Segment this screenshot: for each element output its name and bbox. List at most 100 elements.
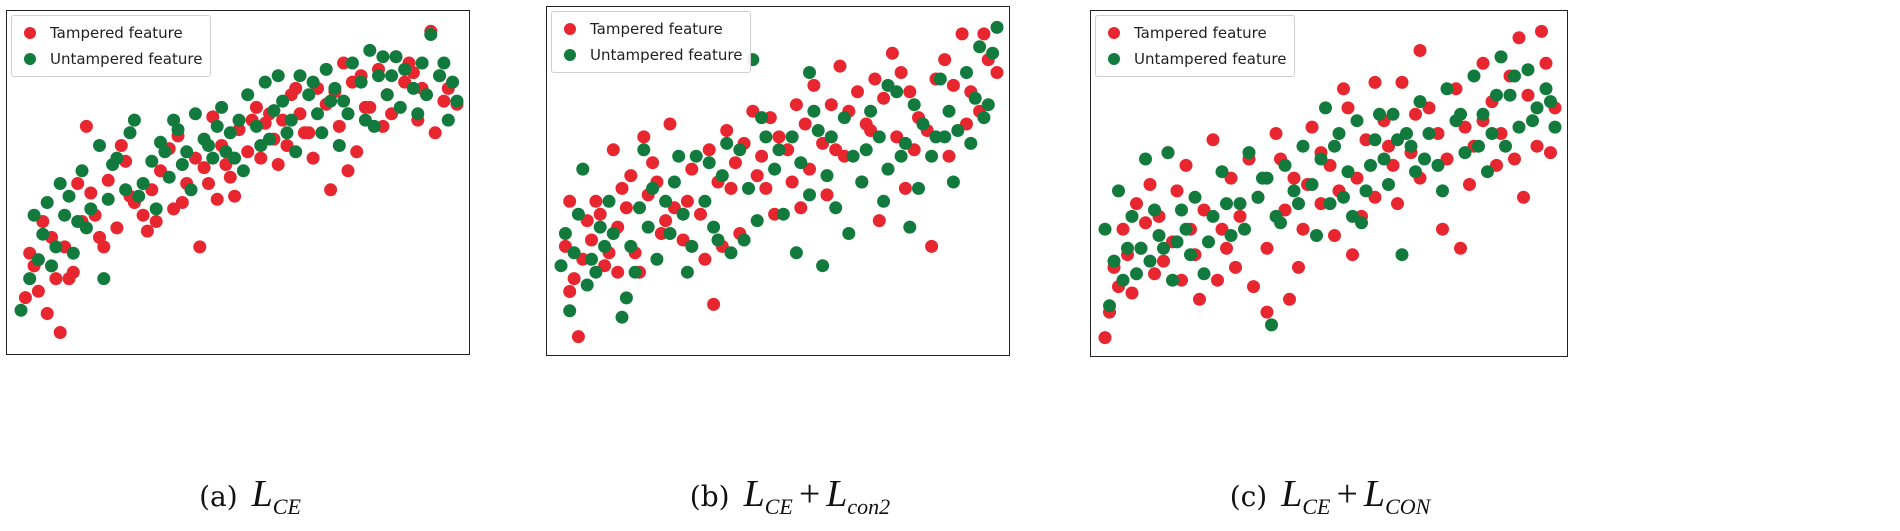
untampered-point-58 xyxy=(1530,101,1544,115)
untampered-point-84 xyxy=(1409,165,1422,179)
untampered-point-52 xyxy=(1476,107,1490,121)
untampered-point-44 xyxy=(898,136,912,150)
tampered-point-35 xyxy=(1323,158,1337,172)
untampered-point-70 xyxy=(1364,158,1377,172)
tampered-point-56 xyxy=(97,240,111,254)
legend-entry-tampered: Tampered feature xyxy=(558,16,742,42)
tampered-point-83 xyxy=(1211,273,1224,287)
untampered-point-39 xyxy=(337,94,351,108)
untampered-point-72 xyxy=(1400,127,1413,140)
legend-label-tampered: Tampered feature xyxy=(50,24,183,42)
untampered-point-68 xyxy=(1328,139,1341,153)
untampered-point-2 xyxy=(31,253,45,267)
tampered-point-71 xyxy=(820,188,834,202)
tampered-point-88 xyxy=(289,81,303,95)
untampered-point-28 xyxy=(241,88,255,102)
tampered-point-60 xyxy=(990,66,1004,79)
untampered-point-61 xyxy=(1202,235,1215,249)
untampered-point-31 xyxy=(785,130,799,144)
untampered-point-58 xyxy=(637,143,651,157)
tampered-point-74 xyxy=(872,214,886,228)
tampered-point-15 xyxy=(1170,184,1184,198)
tampered-point-17 xyxy=(637,130,651,144)
untampered-point-18 xyxy=(1179,222,1193,236)
untampered-point-37 xyxy=(1341,165,1355,179)
untampered-point-10 xyxy=(84,202,98,216)
untampered-point-22 xyxy=(1206,209,1220,223)
untampered-point-67 xyxy=(393,100,407,114)
untampered-point-15 xyxy=(1166,273,1179,287)
untampered-point-47 xyxy=(925,149,939,163)
tampered-point-30 xyxy=(1278,203,1292,217)
untampered-point-41 xyxy=(872,130,886,144)
formula-subscript: CE xyxy=(764,494,793,519)
untampered-point-13 xyxy=(633,201,646,215)
tampered-point-12 xyxy=(101,173,115,187)
untampered-point-24 xyxy=(724,246,738,260)
untampered-point-26 xyxy=(1242,146,1256,160)
untampered-point-17 xyxy=(145,154,159,168)
untampered-point-48 xyxy=(933,72,947,86)
untampered-point-75 xyxy=(1454,107,1467,121)
tampered-point-75 xyxy=(1535,24,1548,38)
tampered-point-69 xyxy=(1382,139,1395,153)
untampered-point-46 xyxy=(398,62,412,76)
untampered-point-38 xyxy=(1350,114,1364,128)
untampered-point-19 xyxy=(685,239,699,253)
tampered-point-74 xyxy=(1517,190,1530,204)
tampered-point-42 xyxy=(1386,158,1400,172)
tampered-point-76 xyxy=(1260,305,1274,319)
tampered-point-47 xyxy=(1431,127,1445,140)
tampered-point-4 xyxy=(1116,222,1130,236)
untampered-point-43 xyxy=(1395,248,1409,262)
tampered-point-76 xyxy=(193,240,207,254)
untampered-point-60 xyxy=(210,119,224,133)
untampered-point-80 xyxy=(881,78,895,92)
tampered-point-81 xyxy=(563,194,577,208)
caption-label: (b) xyxy=(689,479,730,513)
untampered-point-16 xyxy=(659,194,673,208)
untampered-marker-icon xyxy=(1108,53,1120,65)
tampered-point-58 xyxy=(1530,139,1544,153)
tampered-point-0 xyxy=(1098,331,1112,345)
plus-sign: + xyxy=(798,473,821,515)
tampered-point-28 xyxy=(241,145,255,159)
tampered-point-71 xyxy=(62,272,76,286)
untampered-point-9 xyxy=(1139,152,1152,166)
untampered-point-85 xyxy=(1481,165,1494,179)
untampered-point-47 xyxy=(406,81,420,95)
tampered-point-37 xyxy=(789,98,803,112)
untampered-point-25 xyxy=(733,143,747,157)
untampered-point-7 xyxy=(1130,267,1143,281)
untampered-point-71 xyxy=(1382,178,1395,191)
untampered-point-80 xyxy=(1544,95,1557,109)
untampered-point-66 xyxy=(1292,197,1305,211)
untampered-point-64 xyxy=(1256,171,1269,185)
tampered-point-69 xyxy=(785,175,799,189)
untampered-point-53 xyxy=(27,208,41,222)
untampered-point-28 xyxy=(759,130,773,144)
tampered-point-10 xyxy=(1143,178,1157,191)
tampered-point-1 xyxy=(563,285,577,298)
caption-label: (c) xyxy=(1229,479,1268,513)
untampered-point-40 xyxy=(1368,133,1382,147)
untampered-point-37 xyxy=(319,62,333,76)
untampered-point-38 xyxy=(328,81,342,95)
untampered-point-65 xyxy=(341,107,355,121)
legend-label-tampered: Tampered feature xyxy=(590,20,723,38)
untampered-point-86 xyxy=(1499,139,1512,153)
tampered-point-35 xyxy=(772,130,786,144)
tampered-point-14 xyxy=(619,201,633,215)
tampered-point-24 xyxy=(1229,260,1242,274)
untampered-point-26 xyxy=(223,126,237,140)
untampered-point-78 xyxy=(1508,69,1521,83)
tampered-point-77 xyxy=(925,239,939,253)
formula-symbol: L xyxy=(1363,473,1386,515)
untampered-point-87 xyxy=(1319,101,1332,115)
tampered-point-11 xyxy=(606,143,620,157)
tampered-point-89 xyxy=(898,181,912,195)
tampered-point-41 xyxy=(824,98,838,112)
tampered-point-3 xyxy=(40,307,54,320)
tampered-point-89 xyxy=(341,164,355,178)
untampered-point-74 xyxy=(149,202,163,216)
